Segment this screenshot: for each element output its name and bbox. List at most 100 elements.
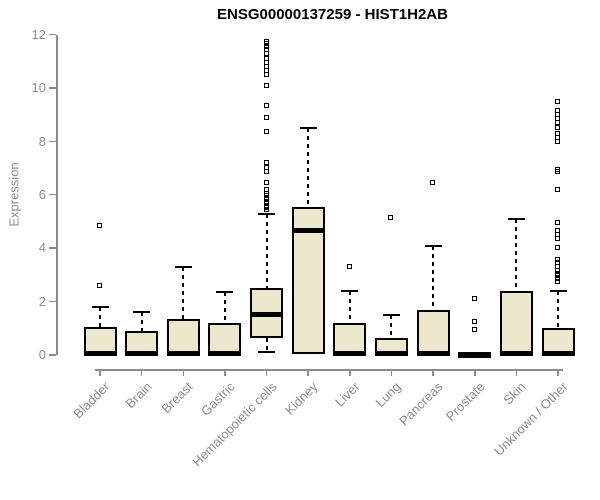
iqr-box [499,290,533,355]
outlier-point [471,326,477,332]
y-tick-label: 0 [38,347,46,362]
y-tick-label: 2 [38,293,46,309]
y-tick-label: 4 [38,240,46,256]
outlier-point [263,82,269,88]
y-tick-mark [49,354,56,356]
outlier-point [388,214,394,220]
median-line [541,351,575,357]
median-line [416,351,450,357]
outlier-point [555,186,561,192]
outlier-point [263,186,269,192]
outlier-point [555,98,561,104]
outlier-point [263,43,269,49]
median-line [458,351,492,357]
x-tick-mark [474,369,476,376]
y-tick-mark [49,140,56,143]
median-line [208,351,242,357]
x-tick-mark [390,369,393,376]
lower-whisker-cap [258,351,276,354]
outlier-point [263,195,269,201]
iqr-box [541,328,575,355]
outlier-point [555,275,561,281]
outlier-point [97,222,102,228]
upper-whisker [390,314,393,338]
x-tick-mark [182,369,185,376]
upper-whisker-cap [382,313,400,316]
outlier-point [555,130,561,136]
outlier-point [555,219,561,225]
median-line [250,312,284,318]
outlier-point [97,282,102,288]
upper-whisker [515,218,518,291]
outlier-point [263,55,269,61]
outlier-point [263,129,269,135]
outlier-point [471,295,477,301]
median-line [333,351,367,357]
x-tick-mark [265,369,268,376]
y-tick-mark [49,193,56,196]
upper-whisker-cap [299,127,317,130]
upper-whisker [432,245,435,310]
x-tick-mark [99,369,101,376]
median-line [499,351,533,357]
median-line [291,228,325,234]
outlier-point [555,107,561,113]
median-line [125,351,159,357]
outlier-point [346,263,352,269]
upper-whisker-cap [133,311,151,314]
y-tick-label: 6 [38,186,46,202]
outlier-point [555,245,561,251]
upper-whisker-cap [424,244,442,247]
y-tick-label: 12 [31,26,46,42]
outlier-point [263,159,269,165]
x-tick-mark [515,369,518,376]
upper-whisker-cap [549,289,567,292]
lower-whisker [265,338,268,353]
x-tick-mark [224,369,226,376]
outlier-point [555,125,561,131]
outlier-point [555,259,561,265]
outlier-point [430,179,436,185]
x-tick-mark [557,369,559,376]
median-line [166,351,200,357]
upper-whisker [223,292,226,323]
upper-whisker [307,128,310,207]
upper-whisker [182,266,185,319]
upper-whisker-cap [216,291,234,294]
y-tick-mark [49,247,56,249]
upper-whisker [557,290,560,329]
y-tick-label: 8 [38,133,46,149]
upper-whisker [348,290,351,323]
outlier-point [471,318,477,324]
outlier-point [263,46,269,52]
chart-title: ENSG00000137259 - HIST1H2AB [217,6,448,23]
outlier-point [555,169,561,175]
outlier-point [555,270,561,276]
y-axis-line [56,34,58,355]
upper-whisker [99,306,101,327]
upper-whisker [140,312,143,331]
outlier-point [555,166,561,172]
outlier-point [263,179,269,185]
outlier-point [263,114,269,120]
outlier-point [555,278,561,284]
y-tick-label: 10 [31,80,46,96]
upper-whisker-cap [174,265,192,268]
median-line [83,351,117,357]
outlier-point [555,273,561,279]
iqr-box [416,309,450,355]
x-tick-mark [307,369,309,376]
iqr-box [166,318,200,355]
x-tick-mark [432,369,434,376]
upper-whisker-cap [258,212,276,215]
outlier-point [263,165,269,171]
upper-whisker-cap [91,305,109,308]
y-tick-mark [49,87,56,89]
outlier-point [555,257,561,263]
median-line [374,351,408,357]
outlier-point [263,102,269,108]
y-tick-mark [49,300,56,303]
upper-whisker [265,213,268,289]
iqr-box [208,322,242,355]
